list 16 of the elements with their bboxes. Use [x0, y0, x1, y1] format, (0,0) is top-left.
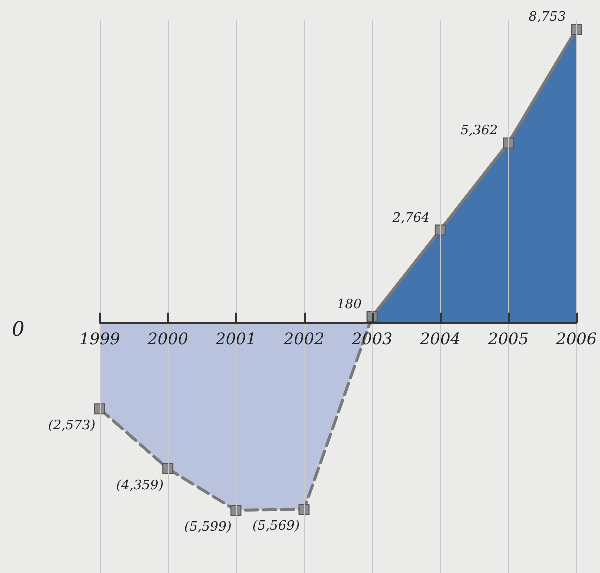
- data-label: 2,764: [392, 210, 430, 226]
- data-label: (5,569): [252, 518, 300, 534]
- x-tick-label: 2000: [146, 329, 188, 348]
- x-tick-label: 2002: [282, 329, 325, 348]
- x-tick-label: 1999: [80, 329, 120, 348]
- text: 0: [12, 316, 25, 341]
- x-tick-label: 2006: [555, 329, 597, 348]
- data-label: 8,753: [528, 10, 566, 26]
- data-label: (5,599): [184, 520, 232, 535]
- data-label: (4,359): [116, 478, 164, 494]
- x-tick-label: 2001: [214, 329, 257, 348]
- x-tick-label: 2004: [419, 329, 461, 348]
- data-label: 5,362: [460, 124, 498, 139]
- data-label: 180: [337, 297, 362, 312]
- data-label: (2,573): [48, 418, 96, 434]
- x-tick-label: 2005: [487, 329, 529, 348]
